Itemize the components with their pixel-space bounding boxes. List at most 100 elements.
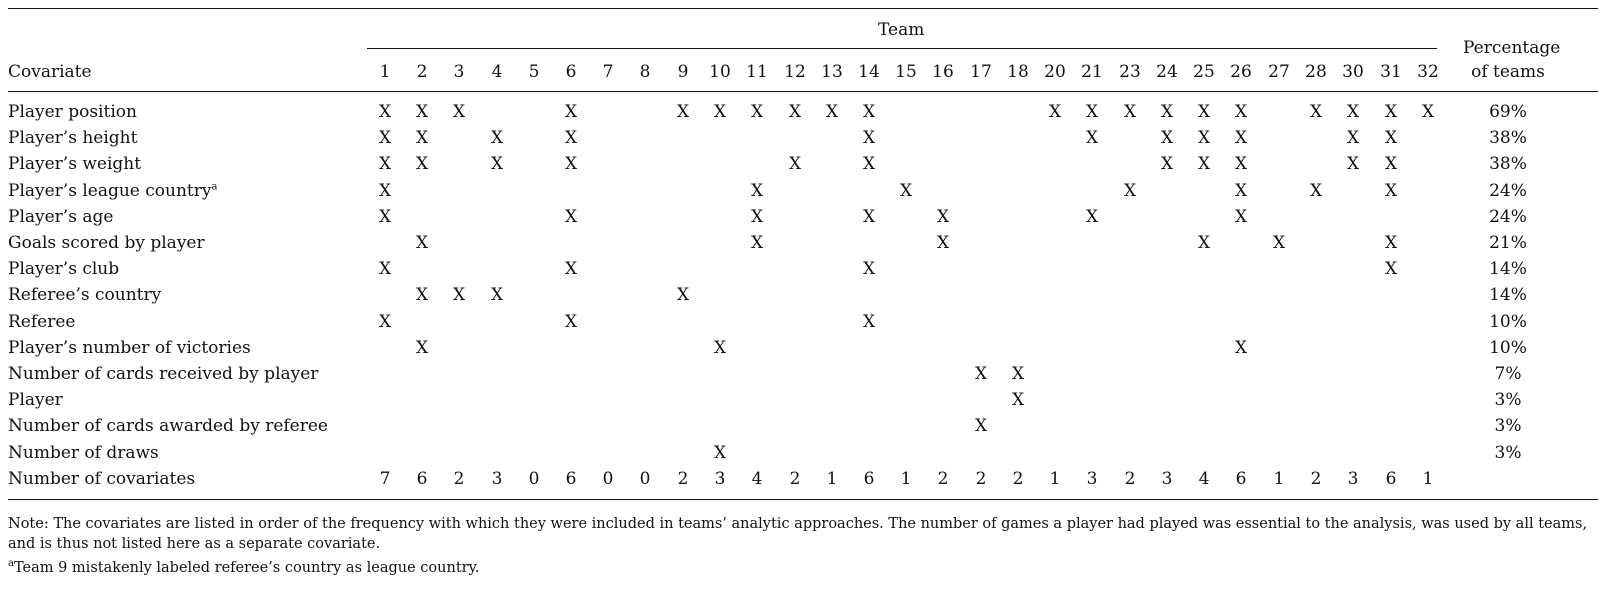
inclusion-mark: X	[713, 102, 727, 122]
footnote-marker: a	[8, 558, 14, 570]
inclusion-mark: X	[862, 128, 876, 149]
covariate-label: Player position	[8, 102, 137, 122]
inclusion-mark: X	[676, 285, 690, 306]
inclusion-mark: X	[564, 311, 578, 332]
inclusion-mark: X	[490, 154, 504, 175]
team-number-1: 1	[379, 62, 391, 82]
inclusion-mark: X	[564, 259, 578, 280]
team-number-24: 24	[1156, 62, 1178, 82]
inclusion-mark: X	[1160, 154, 1174, 175]
covariate-count: 0	[639, 468, 651, 489]
inclusion-mark: X	[1346, 154, 1360, 175]
covariate-count: 2	[1310, 468, 1322, 489]
inclusion-mark: X	[1384, 259, 1398, 280]
inclusion-mark: X	[1160, 102, 1174, 122]
inclusion-mark: X	[862, 311, 876, 332]
percentage-value: 38%	[1489, 128, 1527, 149]
team-number-10: 10	[709, 62, 731, 82]
team-number-18: 18	[1007, 62, 1029, 82]
team-number-17: 17	[970, 62, 992, 82]
inclusion-mark: X	[1011, 390, 1025, 411]
covariate-label: Goals scored by player	[8, 233, 205, 253]
percentage-value: 10%	[1489, 311, 1527, 332]
percentage-value: 14%	[1489, 259, 1527, 280]
covariate-count: 2	[789, 468, 801, 489]
inclusion-mark: X	[1123, 102, 1137, 122]
inclusion-mark: X	[1346, 128, 1360, 149]
team-number-23: 23	[1119, 62, 1141, 82]
covariate-label: Player’s league countrya	[8, 180, 218, 201]
team-span-rule	[367, 48, 1437, 49]
percentage-header-line2: of teams	[1471, 62, 1545, 82]
inclusion-mark: X	[936, 206, 950, 227]
covariate-label: Player’s age	[8, 206, 114, 227]
percentage-value: 10%	[1489, 337, 1527, 358]
table-note: Note: The covariates are listed in order…	[8, 516, 1588, 552]
percentage-value: 14%	[1489, 285, 1527, 306]
covariate-label: Number of cards received by player	[8, 364, 319, 384]
covariate-count: 4	[751, 468, 763, 489]
inclusion-mark: X	[1234, 102, 1248, 122]
percentage-value: 3%	[1494, 390, 1522, 411]
inclusion-mark: X	[564, 154, 578, 175]
percentage-value: 3%	[1494, 442, 1522, 463]
covariate-count: 2	[453, 468, 465, 489]
inclusion-mark: X	[1085, 206, 1099, 227]
team-number-11: 11	[746, 62, 768, 82]
inclusion-mark: X	[862, 259, 876, 280]
covariate-label: Player’s height	[8, 128, 138, 149]
header-rule	[8, 91, 1598, 92]
inclusion-mark: X	[1085, 102, 1099, 122]
team-number-30: 30	[1342, 62, 1364, 82]
percentage-value: 3%	[1494, 416, 1522, 437]
inclusion-mark: X	[1197, 154, 1211, 175]
covariate-count: 6	[863, 468, 875, 489]
team-number-12: 12	[784, 62, 806, 82]
covariate-header: Covariate	[8, 62, 92, 82]
inclusion-mark: X	[1421, 102, 1435, 122]
inclusion-mark: X	[1309, 180, 1323, 201]
team-number-14: 14	[858, 62, 880, 82]
team-number-25: 25	[1193, 62, 1215, 82]
inclusion-mark: X	[676, 102, 690, 122]
inclusion-mark: X	[1384, 233, 1398, 253]
covariate-label: Player	[8, 390, 63, 411]
inclusion-mark: X	[564, 102, 578, 122]
covariate-count: 6	[1385, 468, 1397, 489]
inclusion-mark: X	[825, 102, 839, 122]
inclusion-mark: X	[564, 128, 578, 149]
covariate-label: Referee	[8, 311, 76, 332]
covariate-count: 1	[900, 468, 912, 489]
inclusion-mark: X	[1085, 128, 1099, 149]
inclusion-mark: X	[1123, 180, 1137, 201]
inclusion-mark: X	[750, 233, 764, 253]
inclusion-mark: X	[862, 102, 876, 122]
covariate-count: 0	[528, 468, 540, 489]
team-number-21: 21	[1081, 62, 1103, 82]
team-number-7: 7	[602, 62, 614, 82]
inclusion-mark: X	[415, 337, 429, 358]
covariate-count: 3	[1161, 468, 1173, 489]
top-rule	[8, 8, 1598, 9]
inclusion-mark: X	[1234, 180, 1248, 201]
covariate-label: Player’s weight	[8, 154, 142, 175]
inclusion-mark: X	[936, 233, 950, 253]
inclusion-mark: X	[1384, 102, 1398, 122]
inclusion-mark: X	[1384, 128, 1398, 149]
covariate-label: Number of draws	[8, 442, 159, 463]
covariate-count: 7	[379, 468, 391, 489]
totals-label: Number of covariates	[8, 468, 196, 489]
inclusion-mark: X	[1309, 102, 1323, 122]
covariate-label: Referee’s country	[8, 285, 162, 306]
percentage-value: 24%	[1489, 180, 1527, 201]
percentage-value: 24%	[1489, 206, 1527, 227]
inclusion-mark: X	[974, 416, 988, 437]
team-number-8: 8	[639, 62, 651, 82]
inclusion-mark: X	[750, 102, 764, 122]
covariate-count: 3	[1086, 468, 1098, 489]
team-number-5: 5	[528, 62, 540, 82]
covariate-label: Player’s club	[8, 259, 120, 280]
team-number-20: 20	[1044, 62, 1066, 82]
inclusion-mark: X	[750, 206, 764, 227]
